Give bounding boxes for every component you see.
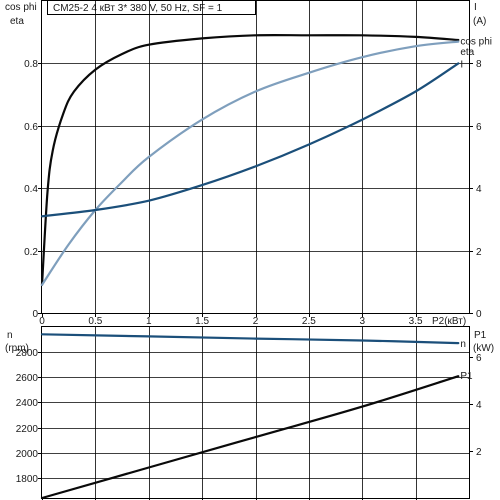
top-left-axis-title-1: cos phi — [5, 2, 37, 13]
x-tick-label: 3 — [359, 316, 365, 327]
y-right-tick-label: 0 — [476, 309, 482, 320]
tick-labels-layer: 0 0.5 1 1.5 2 2.5 3 3.5 0 0.2 0.4 0.6 0.8 0 2 4 6 8 1800 20… — [16, 59, 482, 485]
x-axis-title: P2(кВт) — [432, 316, 466, 327]
y-left-tick-label: 0 — [32, 309, 38, 320]
x-tick-label: 0 — [39, 316, 45, 327]
top-right-axis-title-2: (A) — [473, 16, 486, 27]
y-left-tick-label: 2200 — [16, 424, 39, 435]
series-label-n: n — [460, 339, 466, 350]
y-right-tick-label: 4 — [476, 400, 482, 411]
bottom-left-axis-title-1: n — [7, 330, 13, 341]
series-label-I: I — [460, 59, 463, 70]
x-tick-label: 2 — [253, 316, 259, 327]
title-box — [47, 0, 256, 15]
series-label-eta: eta — [460, 47, 474, 58]
y-right-tick-label: 2 — [476, 247, 482, 258]
top-right-axis-title-1: I — [474, 2, 477, 13]
y-right-tick-label: 6 — [476, 353, 482, 364]
y-left-tick-label: 0.4 — [24, 184, 38, 195]
x-tick-label: 1 — [146, 316, 152, 327]
y-right-tick-label: 4 — [476, 184, 482, 195]
y-right-tick-label: 8 — [476, 59, 482, 70]
series-layer — [40, 33, 460, 500]
grid-layer — [38, 1, 473, 500]
x-tick-label: 3.5 — [409, 316, 423, 327]
series-label-P1: P1 — [460, 371, 473, 382]
x-tick-label: 1.5 — [195, 316, 209, 327]
x-tick-label: 0.5 — [88, 316, 102, 327]
bottom-right-axis-title-2: (kW) — [473, 343, 494, 354]
top-left-axis-title-2: eta — [10, 16, 24, 27]
y-left-tick-label: 2600 — [16, 373, 39, 384]
x-tick-label: 2.5 — [302, 316, 316, 327]
bottom-left-axis-title-2: (rpm) — [5, 343, 29, 354]
y-left-tick-label: 2400 — [16, 398, 39, 409]
chart-title: CM25-2 4 кВт 3* 380 V, 50 Hz, SF = 1 — [53, 3, 223, 14]
y-left-tick-label: 0.8 — [24, 59, 38, 70]
y-right-tick-label: 6 — [476, 122, 482, 133]
y-left-tick-label: 0.6 — [24, 122, 38, 133]
series-label-cos-phi: cos phi — [460, 37, 492, 48]
y-left-tick-label: 1800 — [16, 474, 39, 485]
series-line-n — [40, 333, 460, 345]
bottom-plot-frame — [41, 326, 470, 499]
series-line-P1 — [40, 375, 460, 500]
y-right-tick-label: 2 — [476, 447, 482, 458]
y-left-tick-label: 2800 — [16, 348, 39, 359]
y-left-tick-label: 0.2 — [24, 247, 38, 258]
y-left-tick-label: 2000 — [16, 449, 39, 460]
series-line-eta — [40, 33, 460, 286]
bottom-right-axis-title-1: P1 — [474, 330, 487, 341]
series-line-cos-phi — [40, 40, 460, 286]
series-line-I — [40, 62, 460, 218]
